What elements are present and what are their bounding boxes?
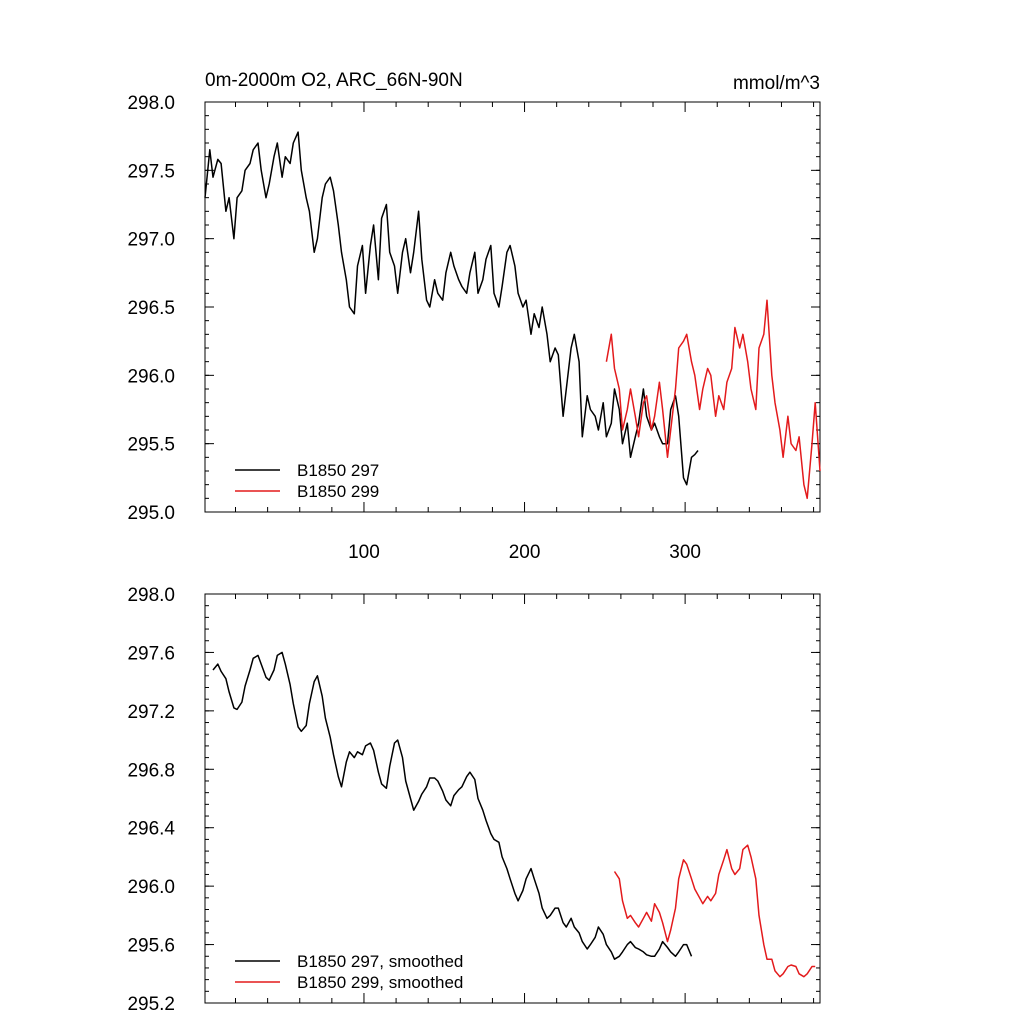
y-tick-label: 296.5 xyxy=(127,298,175,319)
y-tick-label: 295.0 xyxy=(127,503,175,524)
legend-label: B1850 297, smoothed xyxy=(297,952,463,971)
legend-label: B1850 297 xyxy=(297,461,379,480)
y-tick-label: 296.8 xyxy=(127,760,175,781)
plot-frame xyxy=(204,593,821,1004)
x-tick-label: 300 xyxy=(669,542,701,563)
x-tick-label: 100 xyxy=(348,542,380,563)
series-line-1 xyxy=(204,131,699,486)
series-line-1 xyxy=(212,651,693,960)
y-tick-label: 296.0 xyxy=(127,877,175,898)
series-line-2 xyxy=(605,299,821,500)
y-tick-label: 295.6 xyxy=(127,936,175,957)
legend-label: B1850 299, smoothed xyxy=(297,973,463,992)
x-tick-label: 200 xyxy=(509,542,541,563)
y-tick-label: 295.2 xyxy=(127,994,175,1015)
y-tick-label: 298.0 xyxy=(127,585,175,606)
chart-panel-2: 298.0 297.6 297.2 296.8 296.4 296.0 295.6 295.2… xyxy=(127,585,821,1015)
chart-title: 0m-2000m O2, ARC_66N-90N xyxy=(205,70,463,91)
units-label: mmol/m^3 xyxy=(733,73,820,94)
y-tick-label: 297.0 xyxy=(127,230,175,251)
legend-label: B1850 299 xyxy=(297,482,379,501)
y-tick-label: 296.0 xyxy=(127,366,175,387)
series-line-2 xyxy=(613,844,816,978)
plot-frame xyxy=(204,101,821,513)
y-tick-label: 296.4 xyxy=(127,819,175,840)
y-tick-label: 297.2 xyxy=(127,702,175,723)
y-tick-label: 297.6 xyxy=(127,643,175,664)
y-tick-label: 297.5 xyxy=(127,161,175,182)
chart-panel-1: 298.0 297.5 297.0 296.5 296.0 295.5 295.0 100 20… xyxy=(127,70,821,563)
y-tick-label: 295.5 xyxy=(127,435,175,456)
y-tick-label: 298.0 xyxy=(127,93,175,114)
